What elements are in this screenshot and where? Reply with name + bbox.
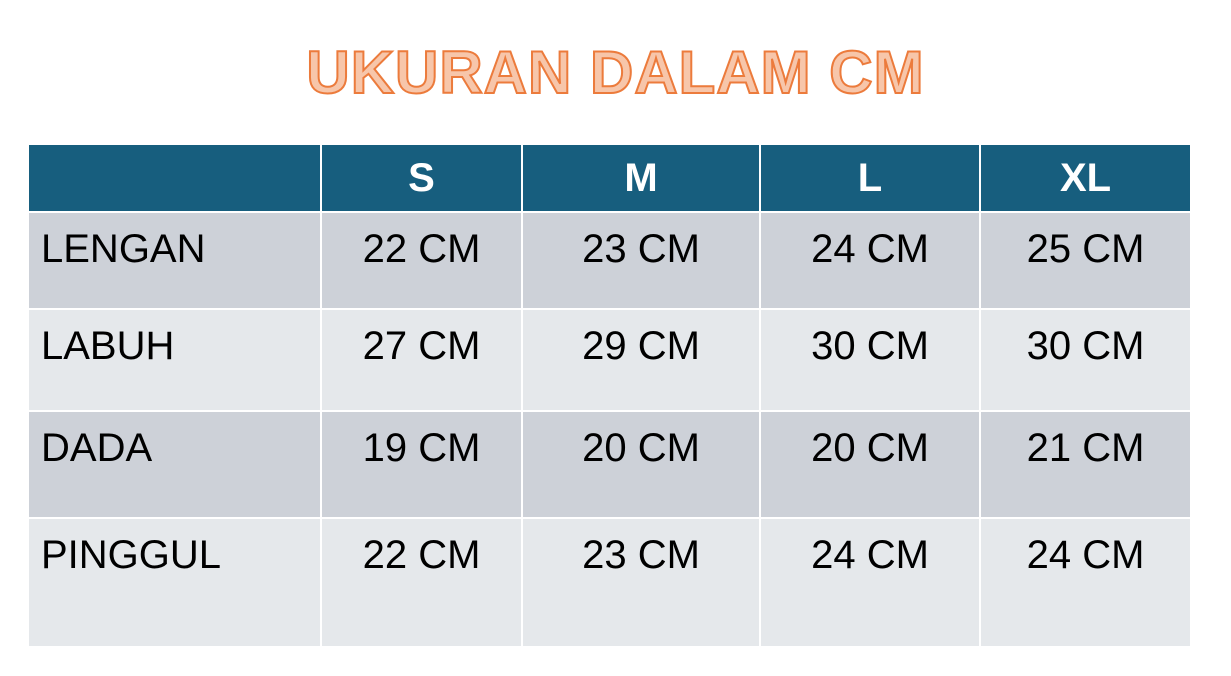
table-cell: 29 CM — [521, 308, 761, 412]
table-row: PINGGUL 22 CM 23 CM 24 CM 24 CM — [27, 517, 1192, 648]
row-label: LABUH — [27, 308, 322, 412]
table-cell: 25 CM — [979, 211, 1192, 310]
header-cell-xl: XL — [979, 143, 1192, 213]
table-cell: 19 CM — [320, 410, 523, 519]
size-table: S M L XL LENGAN 22 CM 23 CM 24 CM 25 CM … — [27, 143, 1192, 648]
table-cell: 23 CM — [521, 517, 761, 648]
table-cell: 20 CM — [521, 410, 761, 519]
header-cell-blank — [27, 143, 322, 213]
table-cell: 24 CM — [759, 211, 981, 310]
table-cell: 23 CM — [521, 211, 761, 310]
table-cell: 24 CM — [979, 517, 1192, 648]
table-cell: 20 CM — [759, 410, 981, 519]
table-cell: 30 CM — [979, 308, 1192, 412]
table-row: LENGAN 22 CM 23 CM 24 CM 25 CM — [27, 211, 1192, 310]
header-cell-s: S — [320, 143, 523, 213]
table-cell: 30 CM — [759, 308, 981, 412]
page-title: UKURAN DALAM CM — [305, 38, 925, 107]
row-label: PINGGUL — [27, 517, 322, 648]
table-row: DADA 19 CM 20 CM 20 CM 21 CM — [27, 410, 1192, 519]
header-cell-l: L — [759, 143, 981, 213]
table-cell: 22 CM — [320, 517, 523, 648]
table-cell: 21 CM — [979, 410, 1192, 519]
header-cell-m: M — [521, 143, 761, 213]
row-label: LENGAN — [27, 211, 322, 310]
table-cell: 24 CM — [759, 517, 981, 648]
header-row: S M L XL — [27, 143, 1192, 213]
table-row: LABUH 27 CM 29 CM 30 CM 30 CM — [27, 308, 1192, 412]
table-cell: 22 CM — [320, 211, 523, 310]
table-cell: 27 CM — [320, 308, 523, 412]
row-label: DADA — [27, 410, 322, 519]
